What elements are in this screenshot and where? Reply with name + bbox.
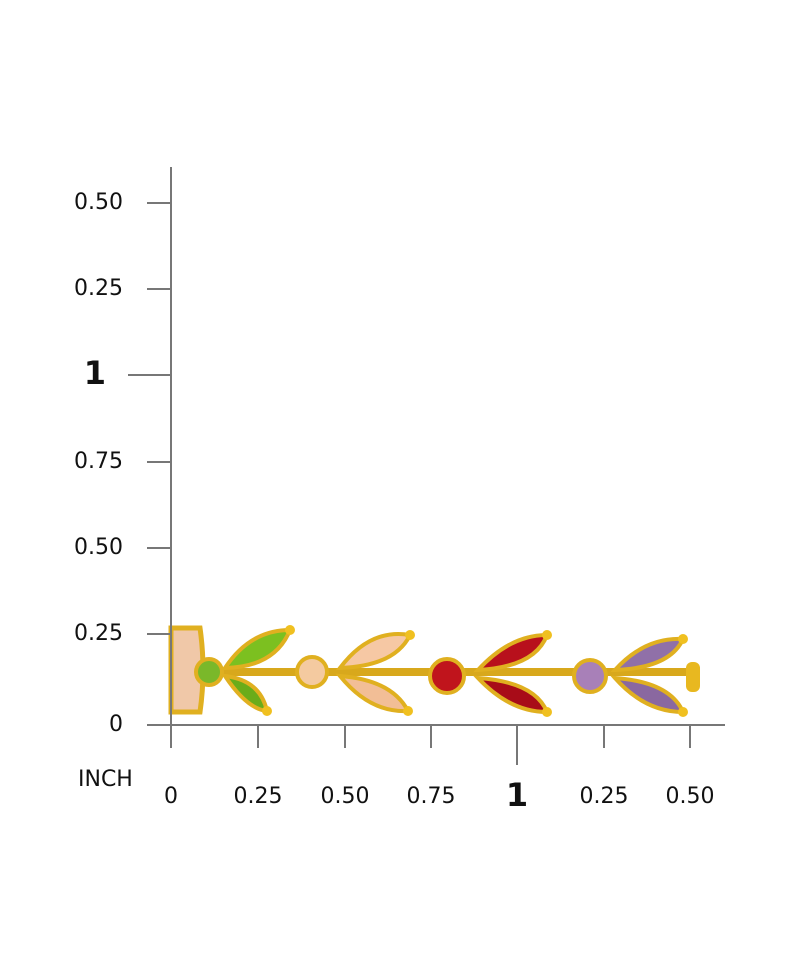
horizontal-label: 0.50: [321, 784, 370, 809]
flower-red: [428, 630, 552, 717]
vertical-label: 0.25: [74, 276, 123, 301]
unit-label: INCH: [78, 767, 133, 792]
vertical-label: 0.50: [74, 190, 123, 215]
partial-link: [686, 662, 700, 692]
flower-green: [194, 625, 295, 716]
flower-purple: [572, 634, 688, 717]
vertical-label: 1: [84, 354, 106, 392]
horizontal-label: 1: [506, 776, 528, 814]
flower-peach: [295, 630, 415, 716]
vertical-label: 0.50: [74, 535, 123, 560]
bracelet: [168, 625, 700, 717]
vertical-label: 0.75: [74, 449, 123, 474]
horizontal-label: 0.50: [666, 784, 715, 809]
vertical-label: 0: [109, 712, 123, 737]
horizontal-label: 0.25: [234, 784, 283, 809]
horizontal-label: 0.25: [580, 784, 629, 809]
horizontal-label: 0.75: [407, 784, 456, 809]
vertical-label: 0.25: [74, 621, 123, 646]
horizontal-label: 0: [164, 784, 178, 809]
